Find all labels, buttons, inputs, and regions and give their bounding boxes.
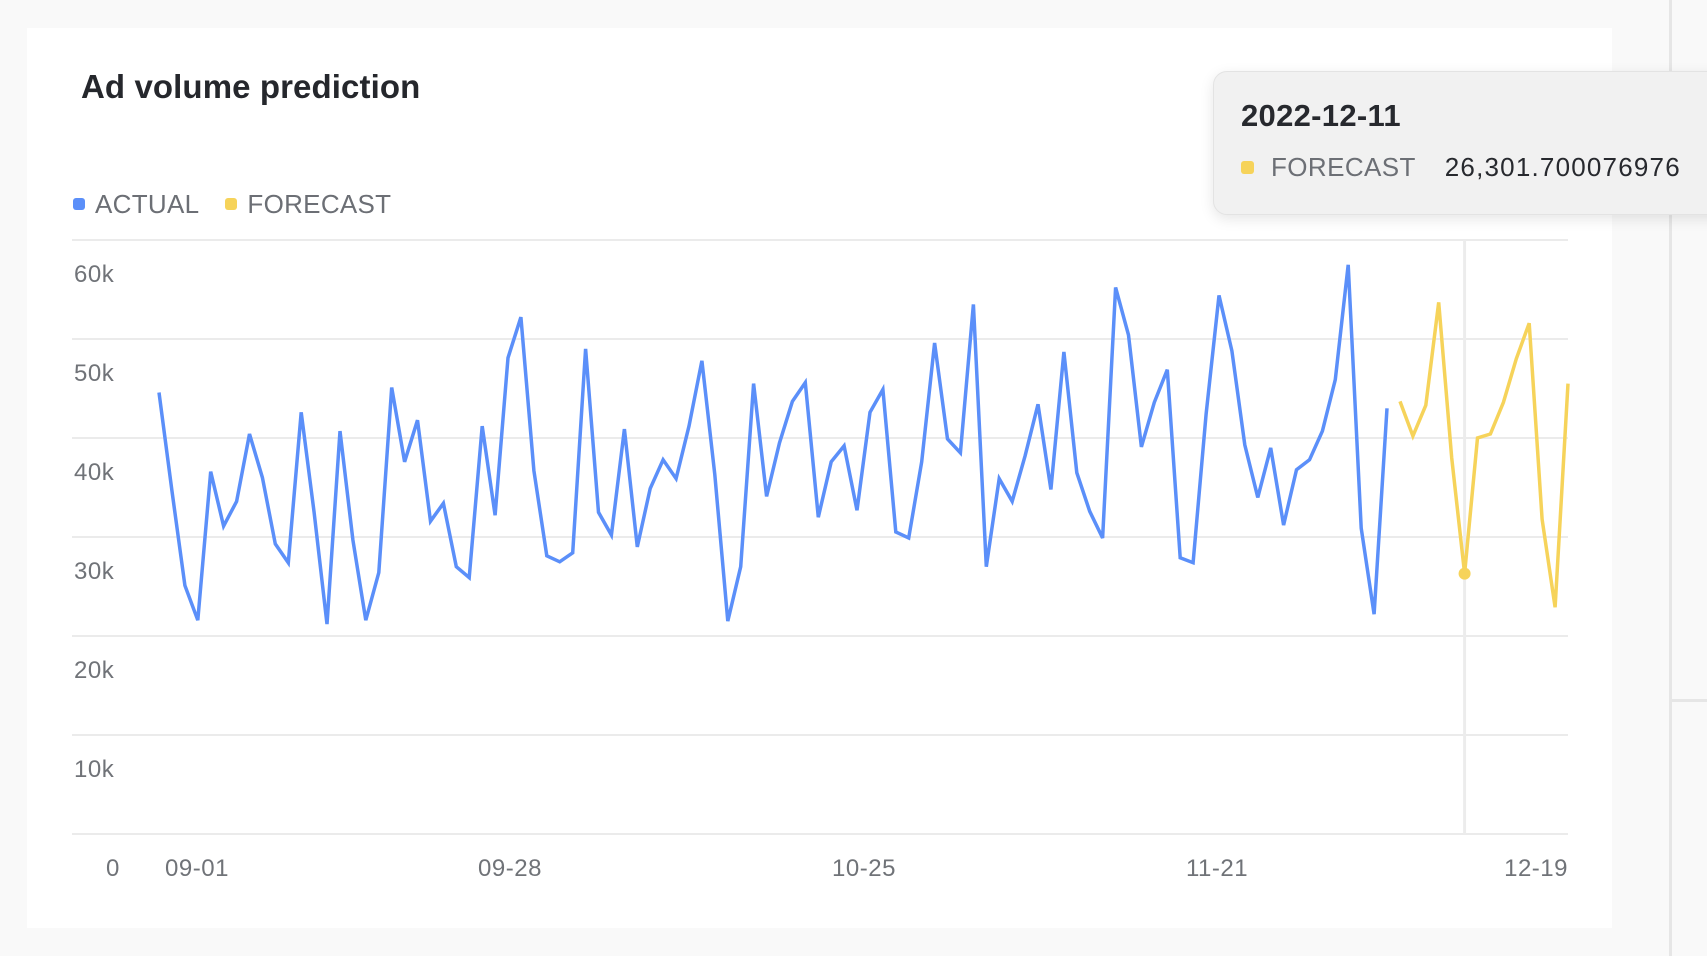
chart-card: Ad volume prediction ACTUAL FORECAST (27, 28, 1612, 928)
tooltip-value: 26,301.700076976 (1444, 152, 1681, 182)
x-axis-labels: 09-01 09-28 10-25 11-21 12-19 (165, 855, 1568, 882)
chart-series-lines (157, 264, 1570, 625)
y-tick-label: 40k (74, 459, 115, 486)
x-tick-label: 11-21 (1186, 855, 1248, 882)
hover-point-marker (1458, 567, 1471, 580)
chart-title: Ad volume prediction (81, 68, 421, 105)
tooltip-date: 2022-12-11 (1241, 98, 1401, 133)
y-tick-label: 20k (74, 657, 115, 684)
tooltip-row-forecast: FORECAST 26,301.700076976 (1241, 152, 1681, 183)
series-line-forecast[interactable] (1398, 302, 1570, 608)
y-axis-labels: 0 10k 20k 30k 40k 50k 60k (74, 261, 120, 882)
tooltip-series-name: FORECAST (1271, 152, 1416, 182)
y-tick-label: 60k (74, 261, 115, 288)
side-panel-row-divider (1672, 699, 1707, 702)
chart-tooltip: 2022-12-11 FORECAST 26,301.700076976 (1213, 71, 1707, 215)
y-tick-label: 30k (74, 558, 115, 585)
tooltip-series-dot-icon (1241, 161, 1254, 174)
chart-gridlines (72, 239, 1568, 835)
y-tick-label: 10k (74, 756, 115, 783)
chart-legend: ACTUAL FORECAST (73, 188, 391, 220)
x-tick-label: 10-25 (832, 855, 896, 882)
legend-label-forecast: FORECAST (247, 188, 392, 219)
legend-dot-actual-icon (73, 198, 85, 210)
legend-item-actual[interactable]: ACTUAL (73, 189, 199, 220)
legend-label-actual: ACTUAL (95, 188, 200, 219)
x-tick-label: 09-28 (478, 855, 542, 882)
legend-dot-forecast-icon (225, 198, 238, 210)
x-tick-label: 12-19 (1504, 855, 1568, 882)
legend-item-forecast[interactable]: FORECAST (225, 189, 391, 220)
x-tick-label: 09-01 (165, 855, 229, 882)
side-panel-divider (1669, 0, 1672, 956)
series-line-actual[interactable] (157, 264, 1389, 625)
y-tick-label: 0 (106, 855, 120, 882)
y-tick-label: 50k (74, 360, 115, 387)
